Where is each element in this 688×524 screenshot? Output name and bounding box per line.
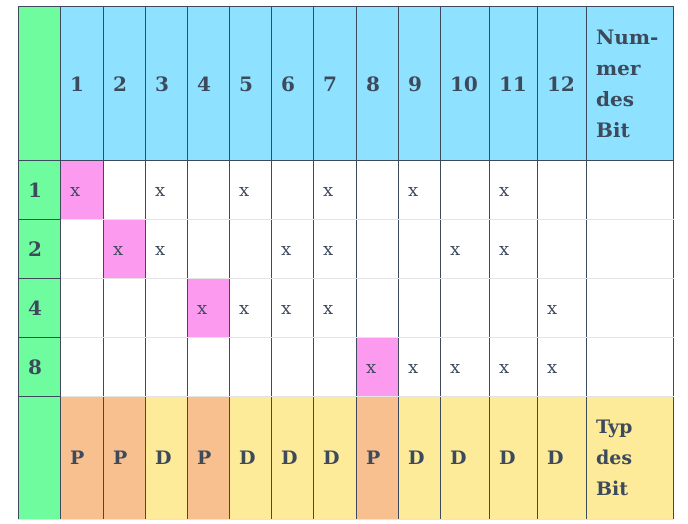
cell: x [537, 337, 587, 397]
cell: x [313, 160, 357, 220]
cell [313, 337, 357, 397]
cell [187, 337, 230, 397]
row-label: 4 [18, 278, 61, 338]
cell: x [440, 337, 490, 397]
cell [229, 337, 272, 397]
cell: x [271, 278, 314, 338]
cell [356, 160, 399, 220]
cell: 2 [103, 6, 146, 161]
cell: D [489, 396, 538, 520]
row-label [18, 6, 61, 161]
cell [271, 337, 314, 397]
head-row: 1 2 3 4 5 6 7 8 9 10 11 12 Num-mer des Bit [18, 6, 674, 161]
cell: x [489, 160, 538, 220]
cell: 11 [489, 6, 538, 161]
cell: 8 [356, 6, 399, 161]
cell: D [145, 396, 188, 520]
cell [187, 219, 230, 279]
cell: P [356, 396, 399, 520]
cell [103, 337, 146, 397]
cell [271, 160, 314, 220]
row-label [18, 396, 61, 520]
cell [356, 219, 399, 279]
row-label: 8 [18, 337, 61, 397]
cell: P [187, 396, 230, 520]
cell [586, 337, 674, 397]
cell: P [103, 396, 146, 520]
cell: x [229, 160, 272, 220]
cell [586, 278, 674, 338]
cell: x [187, 278, 230, 338]
cell [537, 219, 587, 279]
cell: x [489, 219, 538, 279]
cell [398, 278, 441, 338]
cell [537, 160, 587, 220]
cell: Typ des Bit [586, 396, 674, 520]
cell: D [313, 396, 357, 520]
cell: x [313, 278, 357, 338]
cell: 1 [60, 6, 104, 161]
cell: x [440, 219, 490, 279]
row-label: 2 [18, 219, 61, 279]
cell [60, 337, 104, 397]
cell: x [313, 219, 357, 279]
cell: x [145, 160, 188, 220]
cell [440, 160, 490, 220]
cell: D [398, 396, 441, 520]
cell [229, 219, 272, 279]
cell: D [440, 396, 490, 520]
cell: x [229, 278, 272, 338]
cell: 12 [537, 6, 587, 161]
cell: 9 [398, 6, 441, 161]
cell: 4 [187, 6, 230, 161]
cell [145, 278, 188, 338]
hamming-table: 1 2 3 4 5 6 7 8 9 10 11 12 Num-mer des Bit 1 x x x x x x 2 x x… [18, 6, 674, 520]
cell: x [356, 337, 399, 397]
cell [145, 337, 188, 397]
cell [60, 278, 104, 338]
cell: 10 [440, 6, 490, 161]
cell: 5 [229, 6, 272, 161]
cell: x [60, 160, 104, 220]
cell [440, 278, 490, 338]
cell: 6 [271, 6, 314, 161]
cell: x [398, 160, 441, 220]
cell: x [489, 337, 538, 397]
cell: P [60, 396, 104, 520]
cell: x [537, 278, 587, 338]
table-body: 1 2 3 4 5 6 7 8 9 10 11 12 Num-mer des Bit 1 x x x x x x 2 x x… [18, 6, 674, 520]
cell [586, 219, 674, 279]
cell [356, 278, 399, 338]
cell: x [398, 337, 441, 397]
cell [103, 278, 146, 338]
row-label: 1 [18, 160, 61, 220]
cell: D [537, 396, 587, 520]
cell [489, 278, 538, 338]
cell: Num-mer des Bit [586, 6, 674, 161]
cell [398, 219, 441, 279]
cell [586, 160, 674, 220]
cell: 3 [145, 6, 188, 161]
cell [103, 160, 146, 220]
cell [60, 219, 104, 279]
cell: D [229, 396, 272, 520]
cell: x [271, 219, 314, 279]
foot-row: P P D P D D D P D D D D Typ des Bit [18, 396, 674, 520]
cell: 7 [313, 6, 357, 161]
cell: x [145, 219, 188, 279]
cell [187, 160, 230, 220]
cell: x [103, 219, 146, 279]
cell: D [271, 396, 314, 520]
